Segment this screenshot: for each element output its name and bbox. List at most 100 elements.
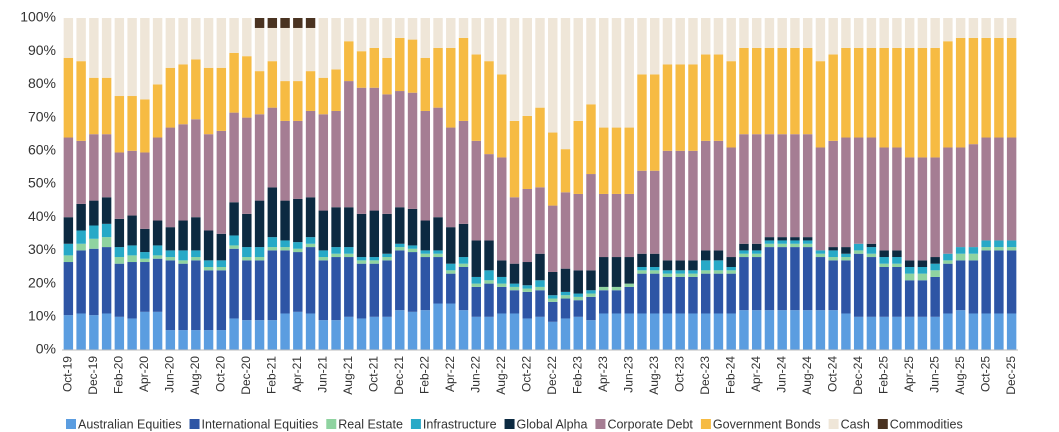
bar-segment (841, 18, 851, 48)
bar-segment (203, 18, 214, 68)
x-tick-label: Oct-22 (519, 356, 533, 392)
bar-segment (331, 253, 341, 258)
bar-segment (101, 77, 112, 135)
bar-segment (267, 107, 278, 188)
bar-segment (254, 200, 265, 248)
bar-segment (700, 250, 711, 261)
bar-segment (573, 120, 583, 194)
bar-segment (509, 283, 520, 287)
bar-segment (713, 54, 724, 141)
bar-segment (726, 270, 736, 274)
bar-segment (497, 18, 507, 75)
bar-segment (739, 18, 749, 48)
bar-segment (127, 18, 137, 97)
bar-segment (777, 247, 787, 311)
bar-segment (930, 276, 940, 317)
bar-segment (458, 310, 469, 350)
bar-segment (420, 250, 430, 254)
bar-segment (203, 260, 214, 267)
bar-segment (599, 127, 609, 194)
bar-segment (611, 290, 622, 314)
bar-segment (344, 316, 354, 350)
bar-segment (369, 87, 380, 211)
bar-segment (650, 74, 660, 171)
bar-segment (407, 18, 418, 40)
bar-segment (356, 263, 367, 319)
bar-segment (955, 247, 966, 254)
bar-segment (420, 257, 430, 311)
bar-segment (522, 285, 532, 289)
legend-swatch (410, 419, 421, 429)
bar-segment (203, 270, 214, 331)
bar-segment (471, 316, 481, 350)
bar-segment (548, 321, 558, 350)
bar-segment (305, 18, 316, 28)
bar-segment (650, 18, 660, 75)
bar-segment (739, 243, 749, 251)
bar-segment (152, 311, 163, 350)
bar-segment (267, 18, 278, 28)
bar-segment (280, 81, 290, 121)
bar-segment (637, 273, 647, 314)
bar-segment (229, 202, 239, 236)
bar-segment (76, 18, 86, 62)
bar-segment (152, 137, 163, 221)
bar-segment (841, 137, 851, 248)
bar-segment (267, 61, 278, 108)
bar-segment (688, 276, 698, 314)
bar-segment (599, 313, 609, 350)
bar-segment (395, 310, 405, 350)
bar-segment (930, 18, 940, 48)
bar-segment (815, 61, 826, 148)
bar-segment (879, 18, 889, 48)
bar-segment (930, 316, 940, 350)
bar-segment (280, 27, 290, 82)
bar-segment (165, 260, 176, 331)
bar-segment (815, 257, 826, 311)
bar-segment (981, 137, 991, 241)
bar-segment (968, 144, 979, 248)
bar-segment (178, 64, 188, 125)
bar-segment (535, 316, 545, 350)
bar-segment (675, 260, 685, 271)
bar-segment (446, 47, 456, 128)
bar-segment (828, 310, 838, 350)
bar-segment (254, 260, 265, 321)
bar-segment (458, 37, 469, 121)
bar-segment (165, 330, 176, 350)
x-tick-label: Oct-25 (978, 356, 992, 392)
bar-segment (802, 243, 813, 248)
bar-segment (815, 253, 826, 258)
legend-swatch (504, 419, 515, 429)
bar-segment (509, 263, 520, 284)
bar-segment (700, 270, 711, 274)
bar-segment (560, 295, 571, 299)
bar-segment (560, 268, 571, 292)
bar-segment (751, 134, 762, 244)
bar-segment (407, 92, 418, 209)
bar-segment (560, 291, 571, 296)
bar-segment (293, 311, 303, 350)
x-tick-label: Apr-21 (290, 356, 304, 392)
bar-segment (395, 207, 405, 244)
bar-segment (420, 57, 430, 111)
bar-segment (433, 217, 443, 251)
bar-segment (293, 252, 303, 312)
bar-segment (407, 245, 418, 249)
bar-segment (216, 267, 227, 271)
bar-segment (968, 18, 979, 38)
x-tick-label: Dec-20 (239, 356, 253, 395)
bar-segment (89, 225, 99, 239)
bar-segment (191, 18, 201, 60)
bar-segment (700, 140, 711, 251)
bar-segment (229, 248, 239, 319)
bar-segment (242, 260, 252, 321)
bar-segment (726, 61, 736, 148)
bar-segment (433, 18, 443, 48)
bar-segment (216, 270, 227, 331)
bar-segment (650, 273, 660, 314)
bar-segment (178, 330, 188, 350)
y-tick-label: 100% (20, 9, 56, 25)
bar-segment (764, 134, 775, 238)
bar-segment (127, 318, 137, 350)
